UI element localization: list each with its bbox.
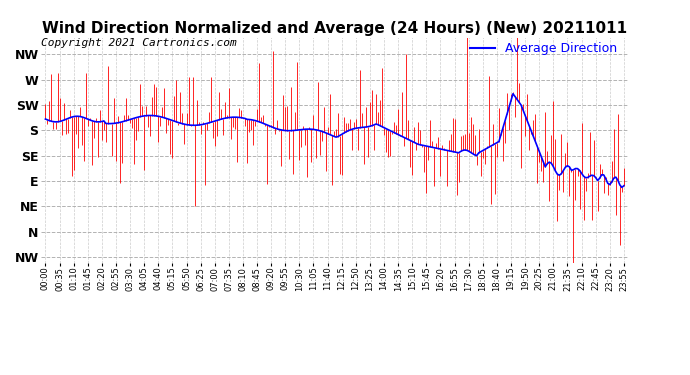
Text: Copyright 2021 Cartronics.com: Copyright 2021 Cartronics.com xyxy=(41,38,237,48)
Legend: Average Direction: Average Direction xyxy=(464,37,622,60)
Title: Wind Direction Normalized and Average (24 Hours) (New) 20211011: Wind Direction Normalized and Average (2… xyxy=(42,21,627,36)
